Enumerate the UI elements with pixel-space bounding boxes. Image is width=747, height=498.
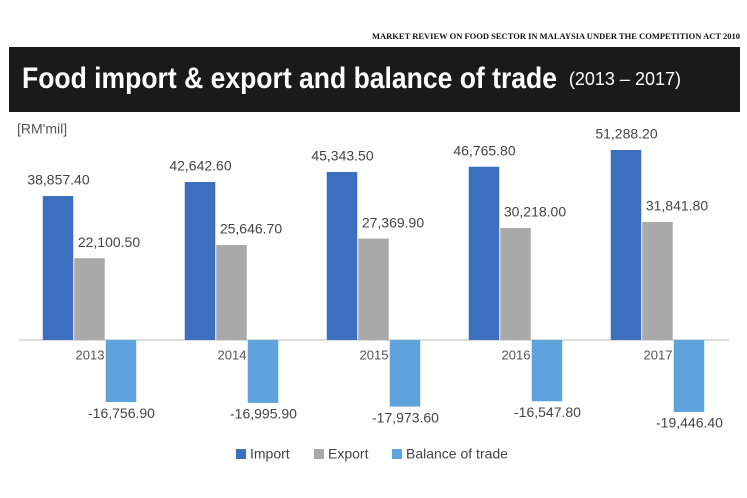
chart-title: Food import & export and balance of trad… bbox=[22, 62, 557, 95]
data-label: 51,288.20 bbox=[595, 126, 657, 142]
bar bbox=[389, 339, 421, 407]
chart-title-group: Food import & export and balance of trad… bbox=[22, 62, 681, 95]
data-label: 27,369.90 bbox=[362, 214, 424, 230]
legend-label: Export bbox=[328, 446, 369, 462]
bar bbox=[74, 258, 105, 340]
bar bbox=[531, 339, 563, 402]
chart-subtitle: (2013 – 2017) bbox=[569, 69, 681, 89]
data-label: 42,642.60 bbox=[169, 158, 231, 174]
bar bbox=[673, 339, 705, 413]
data-label: 45,343.50 bbox=[311, 148, 373, 164]
legend-label: Import bbox=[250, 446, 290, 462]
bar bbox=[184, 182, 216, 340]
x-tick-label: 2014 bbox=[218, 347, 247, 362]
data-label: -16,547.80 bbox=[514, 404, 581, 420]
data-label: -19,446.40 bbox=[656, 415, 723, 431]
y-axis-label: [RM'mil] bbox=[17, 121, 67, 137]
x-tick-label: 2015 bbox=[360, 347, 389, 362]
x-tick-label: 2017 bbox=[644, 347, 673, 362]
bar bbox=[42, 196, 74, 340]
data-label: 31,841.80 bbox=[646, 198, 708, 214]
data-label: 38,857.40 bbox=[27, 172, 89, 188]
bar bbox=[642, 222, 673, 340]
data-label: 22,100.50 bbox=[78, 234, 140, 250]
x-tick-label: 2013 bbox=[76, 347, 105, 362]
data-label: -16,995.90 bbox=[230, 406, 297, 422]
bar bbox=[105, 339, 137, 403]
bar bbox=[468, 166, 500, 340]
bar bbox=[610, 149, 642, 340]
data-label: 30,218.00 bbox=[504, 204, 566, 220]
legend-label: Balance of trade bbox=[406, 446, 508, 462]
data-label: -17,973.60 bbox=[372, 409, 439, 425]
legend-swatch bbox=[314, 449, 324, 459]
data-label: 25,646.70 bbox=[220, 221, 282, 237]
legend-swatch bbox=[392, 449, 402, 459]
data-label: 46,765.80 bbox=[453, 142, 515, 158]
bar bbox=[500, 228, 531, 340]
bar bbox=[216, 244, 247, 340]
bar bbox=[247, 339, 279, 403]
bar bbox=[326, 171, 358, 340]
header-note: MARKET REVIEW ON FOOD SECTOR IN MALAYSIA… bbox=[372, 31, 740, 41]
title-banner bbox=[9, 47, 740, 112]
data-label: -16,756.90 bbox=[88, 405, 155, 421]
x-tick-label: 2016 bbox=[502, 347, 531, 362]
bar bbox=[358, 238, 389, 340]
legend-swatch bbox=[236, 449, 246, 459]
